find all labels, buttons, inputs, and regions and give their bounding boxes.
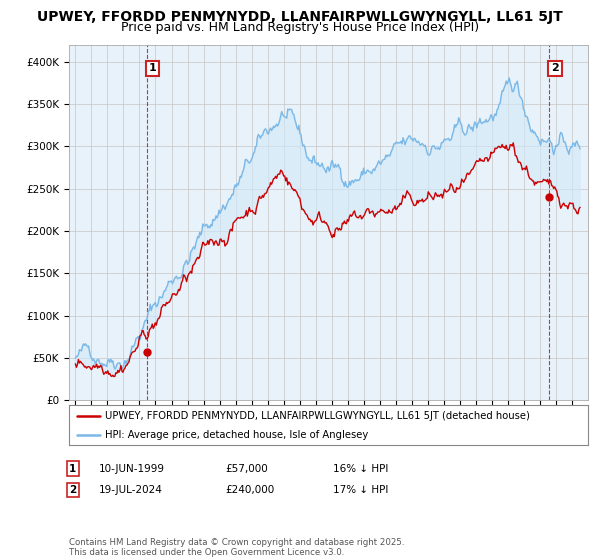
Text: HPI: Average price, detached house, Isle of Anglesey: HPI: Average price, detached house, Isle…: [106, 430, 368, 440]
Text: 2: 2: [69, 485, 76, 495]
Text: 17% ↓ HPI: 17% ↓ HPI: [333, 485, 388, 495]
Text: 10-JUN-1999: 10-JUN-1999: [99, 464, 165, 474]
Text: 2: 2: [551, 63, 559, 73]
Text: UPWEY, FFORDD PENMYNYDD, LLANFAIRPWLLGWYNGYLL, LL61 5JT: UPWEY, FFORDD PENMYNYDD, LLANFAIRPWLLGWY…: [37, 10, 563, 24]
Text: £57,000: £57,000: [225, 464, 268, 474]
Text: Contains HM Land Registry data © Crown copyright and database right 2025.
This d: Contains HM Land Registry data © Crown c…: [69, 538, 404, 557]
Text: £240,000: £240,000: [225, 485, 274, 495]
Text: 19-JUL-2024: 19-JUL-2024: [99, 485, 163, 495]
Text: 1: 1: [149, 63, 157, 73]
Text: Price paid vs. HM Land Registry's House Price Index (HPI): Price paid vs. HM Land Registry's House …: [121, 21, 479, 34]
Text: 1: 1: [69, 464, 76, 474]
Text: UPWEY, FFORDD PENMYNYDD, LLANFAIRPWLLGWYNGYLL, LL61 5JT (detached house): UPWEY, FFORDD PENMYNYDD, LLANFAIRPWLLGWY…: [106, 411, 530, 421]
Text: 16% ↓ HPI: 16% ↓ HPI: [333, 464, 388, 474]
